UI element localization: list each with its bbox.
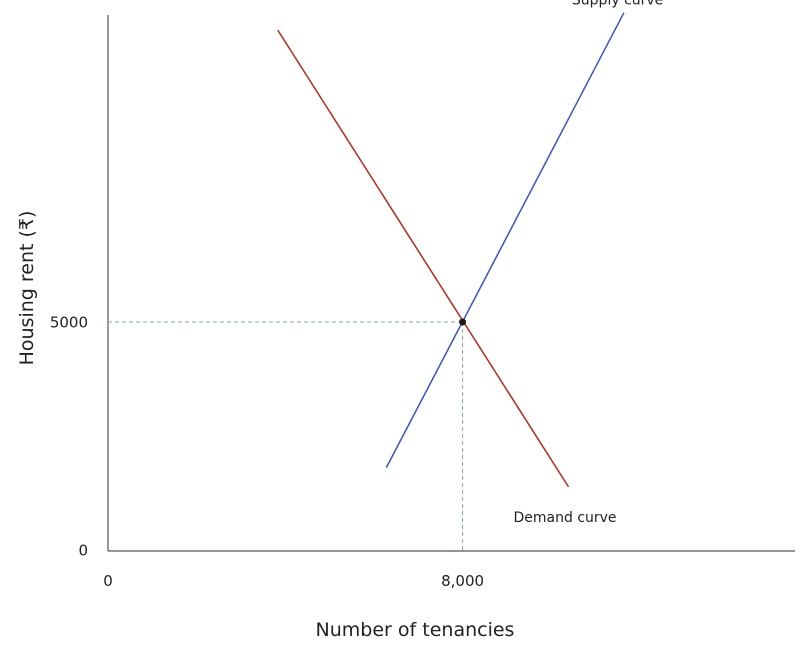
demand-curve [277, 29, 570, 488]
x-axis-title: Number of tenancies [316, 619, 515, 641]
y-tick-label-0: 0 [78, 542, 88, 560]
y-tick-label-5000: 5000 [50, 313, 88, 331]
y-axis-title: Housing rent (₹) [16, 211, 38, 366]
equilibrium-point [459, 318, 467, 326]
x-tick-label-8000: 8,000 [441, 572, 484, 590]
demand-curve-label: Demand curve [514, 510, 617, 526]
supply-curve [385, 12, 625, 468]
supply-curve-label: Supply curve [572, 0, 663, 9]
x-tick-label-0: 0 [103, 572, 113, 590]
